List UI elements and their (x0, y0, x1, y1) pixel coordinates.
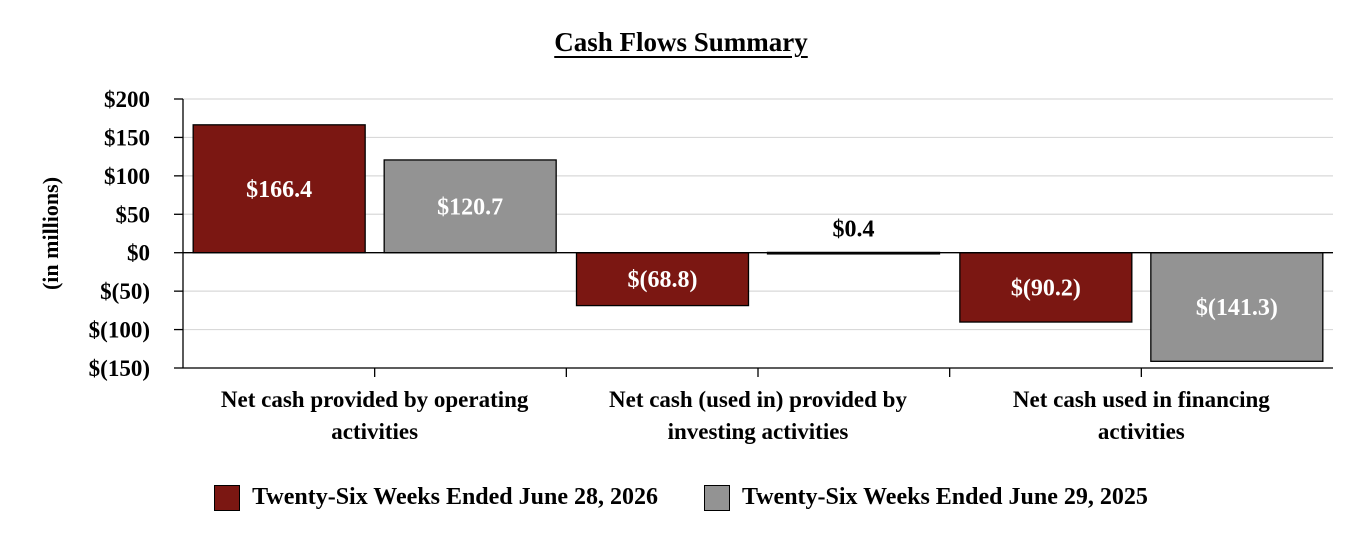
legend: Twenty-Six Weeks Ended June 28, 2026 Twe… (0, 484, 1362, 511)
category-label: Net cash provided by operating (221, 387, 529, 412)
legend-swatch-2025 (704, 484, 730, 511)
y-tick-label: $150 (104, 125, 150, 150)
y-tick-label: $100 (104, 164, 150, 189)
data-label: $166.4 (246, 177, 312, 203)
legend-item-2025: Twenty-Six Weeks Ended June 29, 2025 (704, 484, 1148, 511)
category-label: activities (331, 419, 418, 444)
category-label: activities (1098, 419, 1185, 444)
legend-swatch-2026 (214, 484, 241, 511)
y-tick-label: $0 (127, 241, 150, 266)
data-label: $(141.3) (1196, 295, 1278, 321)
data-label: $(90.2) (1011, 275, 1081, 301)
y-tick-label: $(150) (89, 356, 150, 381)
y-tick-label: $(100) (89, 318, 150, 343)
data-label: $120.7 (437, 194, 503, 220)
category-label: Net cash (used in) provided by (609, 387, 907, 412)
data-label: $(68.8) (628, 267, 698, 293)
legend-label-2025: Twenty-Six Weeks Ended June 29, 2025 (742, 484, 1148, 510)
chart-title: Cash Flows Summary (554, 27, 808, 57)
bar-chart: $200 $150 $100 $50 $0 $(50) $(100) $(150) (in mi… (38, 87, 1333, 444)
y-axis-label: (in millions) (38, 177, 63, 290)
y-tick-label: $(50) (100, 279, 150, 304)
data-label: $0.4 (833, 216, 875, 242)
bar-2026-2 (959, 252, 1133, 323)
legend-item-2026: Twenty-Six Weeks Ended June 28, 2026 (214, 484, 658, 511)
bar-2025-2 (1150, 252, 1324, 362)
y-tick-label: $200 (104, 87, 150, 112)
bar-2026-0 (192, 124, 366, 254)
legend-label-2026: Twenty-Six Weeks Ended June 28, 2026 (252, 484, 658, 510)
category-label: Net cash used in financing (1013, 387, 1270, 412)
category-label: investing activities (668, 419, 849, 444)
bar-2025-0 (383, 159, 557, 254)
y-tick-label: $50 (116, 202, 151, 227)
